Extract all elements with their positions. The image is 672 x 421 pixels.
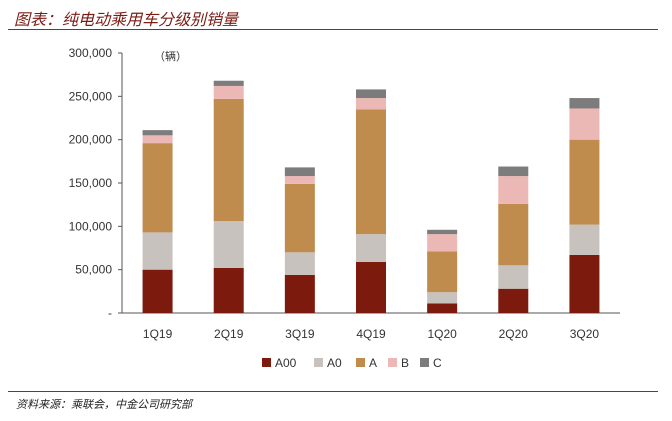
bar-segment-a00 (213, 267, 244, 313)
bar-segment-a (569, 139, 600, 225)
footer-divider (8, 391, 658, 392)
title-divider (8, 29, 658, 30)
legend-label-c: C (433, 356, 442, 370)
legend-label-a0: A0 (327, 356, 342, 370)
bar-segment-a (284, 183, 315, 253)
y-unit-label: （辆） (154, 49, 187, 63)
bar-segment-a00 (427, 303, 458, 313)
bar-segment-a (142, 143, 173, 233)
y-tick-label: - (108, 306, 112, 320)
bar-segment-c (284, 167, 315, 177)
x-tick-label: 1Q19 (143, 327, 173, 341)
legend-label-a: A (369, 356, 377, 370)
legend-swatch-b (388, 358, 397, 367)
legend-swatch-a (356, 358, 365, 367)
bar-segment-a (498, 203, 529, 266)
bar-segment-a (427, 251, 458, 293)
y-tick-label: 50,000 (75, 263, 112, 277)
bar-segment-c (498, 166, 529, 177)
y-tick-label: 250,000 (69, 89, 113, 103)
bar-segment-b (213, 85, 244, 99)
x-tick-label: 2Q19 (214, 327, 244, 341)
x-tick-label: 3Q20 (570, 327, 600, 341)
x-tick-label: 3Q19 (285, 327, 315, 341)
legend-swatch-c (420, 358, 429, 367)
bar-segment-a00 (142, 269, 173, 313)
bar-segment-b (356, 98, 386, 110)
source-note: 资料来源：乘联会，中金公司研究部 (16, 398, 192, 411)
bars-group (142, 80, 600, 313)
x-axis: 1Q19 2Q19 3Q19 4Q19 1Q20 2Q20 3Q20 (122, 312, 620, 341)
bar-segment-c (427, 229, 458, 235)
bar-segment-a0 (356, 234, 386, 262)
y-tick-label: 150,000 (69, 176, 113, 190)
bar-segment-c (142, 130, 173, 136)
bar-segment-a0 (213, 221, 244, 268)
bar-segment-a00 (356, 261, 386, 313)
bar-segment-a0 (142, 232, 173, 270)
bar-segment-a (213, 98, 244, 222)
bar-segment-b (569, 108, 600, 140)
x-tick-label: 2Q20 (499, 327, 529, 341)
bar-segment-a0 (284, 252, 315, 275)
bar-segment-c (356, 89, 386, 99)
bar-segment-a00 (569, 254, 600, 313)
bar-segment-a00 (498, 288, 529, 313)
bar-segment-a0 (569, 224, 600, 255)
bar-segment-a0 (427, 292, 458, 304)
y-axis: - 50,000 100,000 150,000 200,000 250,000 300,0… (69, 46, 187, 320)
bar-segment-b (142, 135, 173, 144)
bar-segment-a00 (284, 274, 315, 313)
y-tick-label: 200,000 (69, 133, 113, 147)
x-tick-label: 1Q20 (427, 327, 457, 341)
legend-label-b: B (401, 356, 409, 370)
bar-segment-a0 (498, 265, 529, 289)
bar-segment-b (427, 234, 458, 252)
y-tick-label: 100,000 (69, 219, 113, 233)
legend-swatch-a0 (314, 358, 323, 367)
bar-segment-b (498, 176, 529, 204)
bar-segment-c (213, 80, 244, 86)
legend-label-a00: A00 (275, 356, 297, 370)
y-tick-label: 300,000 (69, 46, 113, 60)
legend: A00 A0 A B C (262, 356, 442, 370)
chart-title: 图表：纯电动乘用车分级别销量 (14, 10, 239, 29)
x-tick-label: 4Q19 (356, 327, 386, 341)
legend-swatch-a00 (262, 358, 271, 367)
bar-segment-c (569, 98, 600, 109)
bar-segment-b (284, 176, 315, 184)
bar-segment-a (356, 109, 386, 235)
